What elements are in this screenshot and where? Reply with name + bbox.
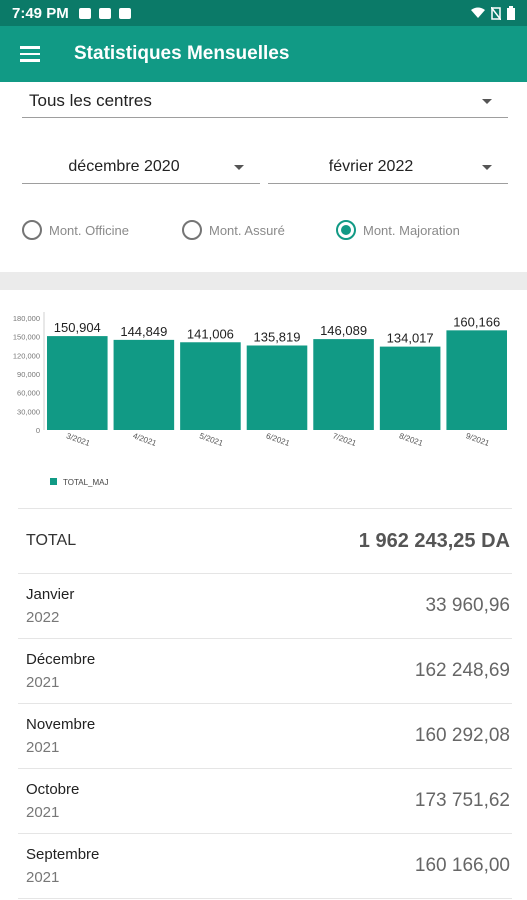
bar-value-label: 144,849 [120, 324, 167, 339]
month-year: 2021 [26, 804, 60, 821]
radio-circle [182, 220, 202, 240]
bar-value-label: 134,017 [387, 331, 434, 346]
month-info: Octobre 2021 [26, 781, 79, 821]
legend-label: TOTAL_MAJ [63, 478, 109, 487]
x-tick-label: 8/2021 [398, 431, 425, 448]
bar[interactable] [180, 342, 241, 430]
total-row: TOTAL 1 962 243,25 DA [18, 508, 512, 574]
month-name: Octobre [26, 781, 80, 798]
radio-label: Mont. Assuré [209, 222, 285, 238]
dropdown-arrow-icon [482, 165, 492, 170]
bar[interactable] [313, 339, 374, 430]
bar-value-label: 160,166 [453, 314, 500, 329]
system-icons [471, 6, 515, 20]
month-info: Janvier 2022 [26, 586, 74, 626]
end-month-value: février 2022 [328, 157, 414, 175]
radio-mont-officine[interactable]: Mont. Officine [22, 220, 129, 240]
y-tick-label: 60,000 [17, 389, 40, 398]
total-value: 1 962 243,25 DA [358, 529, 510, 552]
status-time: 7:49 PM [12, 4, 69, 22]
dropdown-arrow-icon [234, 165, 244, 170]
bar[interactable] [446, 330, 507, 430]
status-bar: 7:49 PM [0, 0, 527, 26]
y-tick-label: 120,000 [13, 351, 40, 360]
amount-type-radio-group: Mont. Officine Mont. Assuré Mont. Majora… [22, 220, 512, 246]
y-tick-label: 180,000 [13, 314, 40, 323]
month-year: 2021 [26, 869, 60, 886]
radio-mont-assure[interactable]: Mont. Assuré [182, 220, 285, 240]
total-label: TOTAL [26, 532, 77, 549]
x-tick-label: 3/2021 [65, 431, 92, 448]
x-tick-label: 4/2021 [132, 431, 159, 448]
x-tick-label: 6/2021 [265, 431, 292, 448]
month-row[interactable]: Décembre 2021 162 248,69 [18, 639, 512, 704]
month-row[interactable]: Octobre 2021 173 751,62 [18, 769, 512, 834]
y-tick-label: 0 [36, 426, 40, 435]
radio-circle [22, 220, 42, 240]
y-tick-label: 90,000 [17, 370, 40, 379]
month-amount: 173 751,62 [414, 790, 510, 811]
monthly-summary-list: TOTAL 1 962 243,25 DA Janvier 2022 33 960,… [18, 508, 512, 899]
month-amount: 33 960,96 [425, 595, 510, 616]
image-notification-icon [78, 7, 91, 19]
battery-icon [507, 6, 515, 20]
month-year: 2021 [26, 739, 60, 756]
month-amount: 160 292,08 [414, 725, 510, 746]
page-title: Statistiques Mensuelles [74, 43, 290, 64]
month-year: 2022 [26, 609, 60, 626]
bar-value-label: 150,904 [54, 320, 101, 335]
radio-label: Mont. Officine [49, 222, 129, 238]
briefcase-notification-icon [118, 7, 131, 19]
bar[interactable] [113, 339, 175, 430]
bar[interactable] [246, 345, 308, 430]
month-info: Novembre 2021 [26, 716, 95, 756]
dropdown-arrow-icon [482, 99, 492, 104]
y-tick-label: 30,000 [17, 407, 40, 416]
radio-label: Mont. Majoration [363, 222, 460, 238]
y-tick-label: 150,000 [13, 333, 40, 342]
bar-value-label: 146,089 [320, 323, 367, 338]
bar[interactable] [379, 346, 441, 430]
hamburger-menu-icon[interactable] [0, 26, 60, 82]
center-dropdown[interactable]: Tous les centres [22, 84, 508, 118]
month-info: Décembre 2021 [26, 651, 95, 691]
section-divider [0, 272, 527, 290]
bar-chart: 0 30,000 60,000 90,000 120,000 150,000 180,000… [13, 312, 507, 487]
radio-mont-majoration[interactable]: Mont. Majoration [336, 220, 460, 240]
end-month-dropdown[interactable]: février 2022 [268, 150, 508, 184]
month-year: 2021 [26, 674, 60, 691]
month-row[interactable]: Novembre 2021 160 292,08 [18, 704, 512, 769]
radio-circle [336, 220, 356, 240]
month-amount: 162 248,69 [414, 660, 510, 681]
start-month-dropdown[interactable]: décembre 2020 [22, 150, 260, 184]
x-tick-label: 9/2021 [465, 431, 492, 448]
x-tick-label: 7/2021 [331, 431, 358, 448]
x-tick-label: 5/2021 [198, 431, 225, 448]
month-info: Septembre 2021 [26, 846, 99, 886]
month-name: Décembre [26, 651, 96, 668]
notification-icons [78, 7, 131, 19]
month-name: Novembre [26, 716, 96, 733]
wifi-icon [471, 7, 485, 18]
month-amount: 160 166,00 [414, 855, 510, 876]
no-sim-icon [491, 6, 501, 20]
center-dropdown-value: Tous les centres [29, 90, 152, 110]
bar-value-label: 141,006 [187, 326, 234, 341]
month-row[interactable]: Septembre 2021 160 166,00 [18, 834, 512, 899]
month-name: Septembre [26, 846, 100, 863]
start-month-value: décembre 2020 [68, 157, 180, 175]
month-name: Janvier [26, 586, 75, 603]
month-row[interactable]: Janvier 2022 33 960,96 [18, 574, 512, 639]
app-bar: Statistiques Mensuelles [0, 26, 527, 82]
briefcase-notification-icon [98, 7, 111, 19]
legend-swatch [50, 478, 57, 485]
bar-value-label: 135,819 [254, 329, 301, 344]
bar[interactable] [47, 336, 108, 430]
